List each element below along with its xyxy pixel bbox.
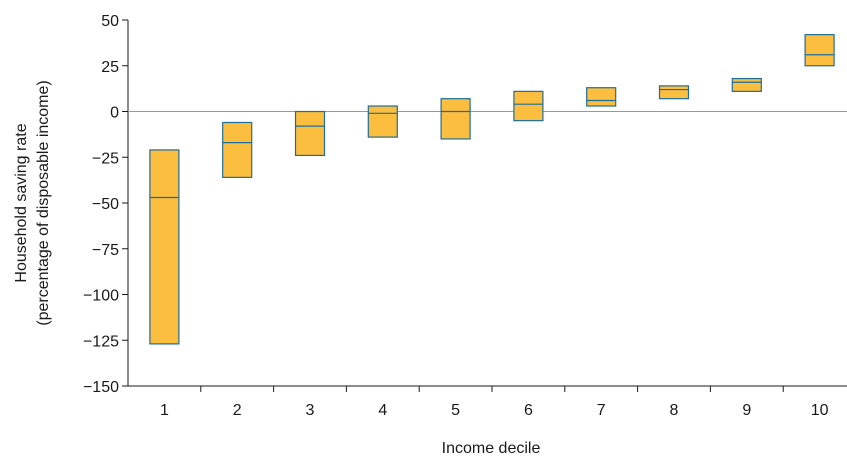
box-decile-7 xyxy=(586,87,617,107)
y-tick-label: 25 xyxy=(101,59,119,76)
box-decile-2 xyxy=(222,121,253,178)
x-tick-label: 7 xyxy=(597,402,606,419)
y-tick-label: −75 xyxy=(92,242,119,259)
x-tick-label: 8 xyxy=(670,402,679,419)
box-decile-9 xyxy=(731,77,762,92)
box-decile-8 xyxy=(658,85,690,100)
x-tick-label: 10 xyxy=(811,402,829,419)
y-axis-title-line-2: (percentage of disposable income) xyxy=(35,80,52,325)
x-tick-label: 1 xyxy=(160,402,169,419)
y-tick-label: 50 xyxy=(101,13,119,30)
x-tick-label: 9 xyxy=(742,402,751,419)
x-tick-label: 6 xyxy=(524,402,533,419)
box-decile-10 xyxy=(804,34,835,67)
x-axis-title: Income decile xyxy=(442,440,541,457)
box-decile-6 xyxy=(513,90,544,122)
x-tick-label: 2 xyxy=(233,402,242,419)
y-tick-label: −150 xyxy=(83,379,119,396)
x-tick-label: 3 xyxy=(306,402,315,419)
box-decile-4 xyxy=(367,105,398,138)
y-axis-title-line-1: Household saving rate xyxy=(13,123,30,282)
y-tick-label: 0 xyxy=(110,105,119,122)
x-tick-label: 4 xyxy=(378,402,387,419)
y-tick-label: −25 xyxy=(92,150,119,167)
y-tick-label: −125 xyxy=(83,333,119,350)
box-decile-5 xyxy=(440,98,471,140)
y-tick-label: −50 xyxy=(92,196,119,213)
plot-area: 50 25 0 −25 −50 −75 −100 −125 −150 1 2 3 4 5 6 7 8 9 10 xyxy=(83,13,847,419)
x-tick-label: 5 xyxy=(451,402,460,419)
y-tick-label: −100 xyxy=(83,288,119,305)
box-decile-3 xyxy=(294,110,326,157)
y-axis-title: Household saving rate (percentage of dis… xyxy=(13,80,52,325)
box-decile-1 xyxy=(149,149,180,345)
